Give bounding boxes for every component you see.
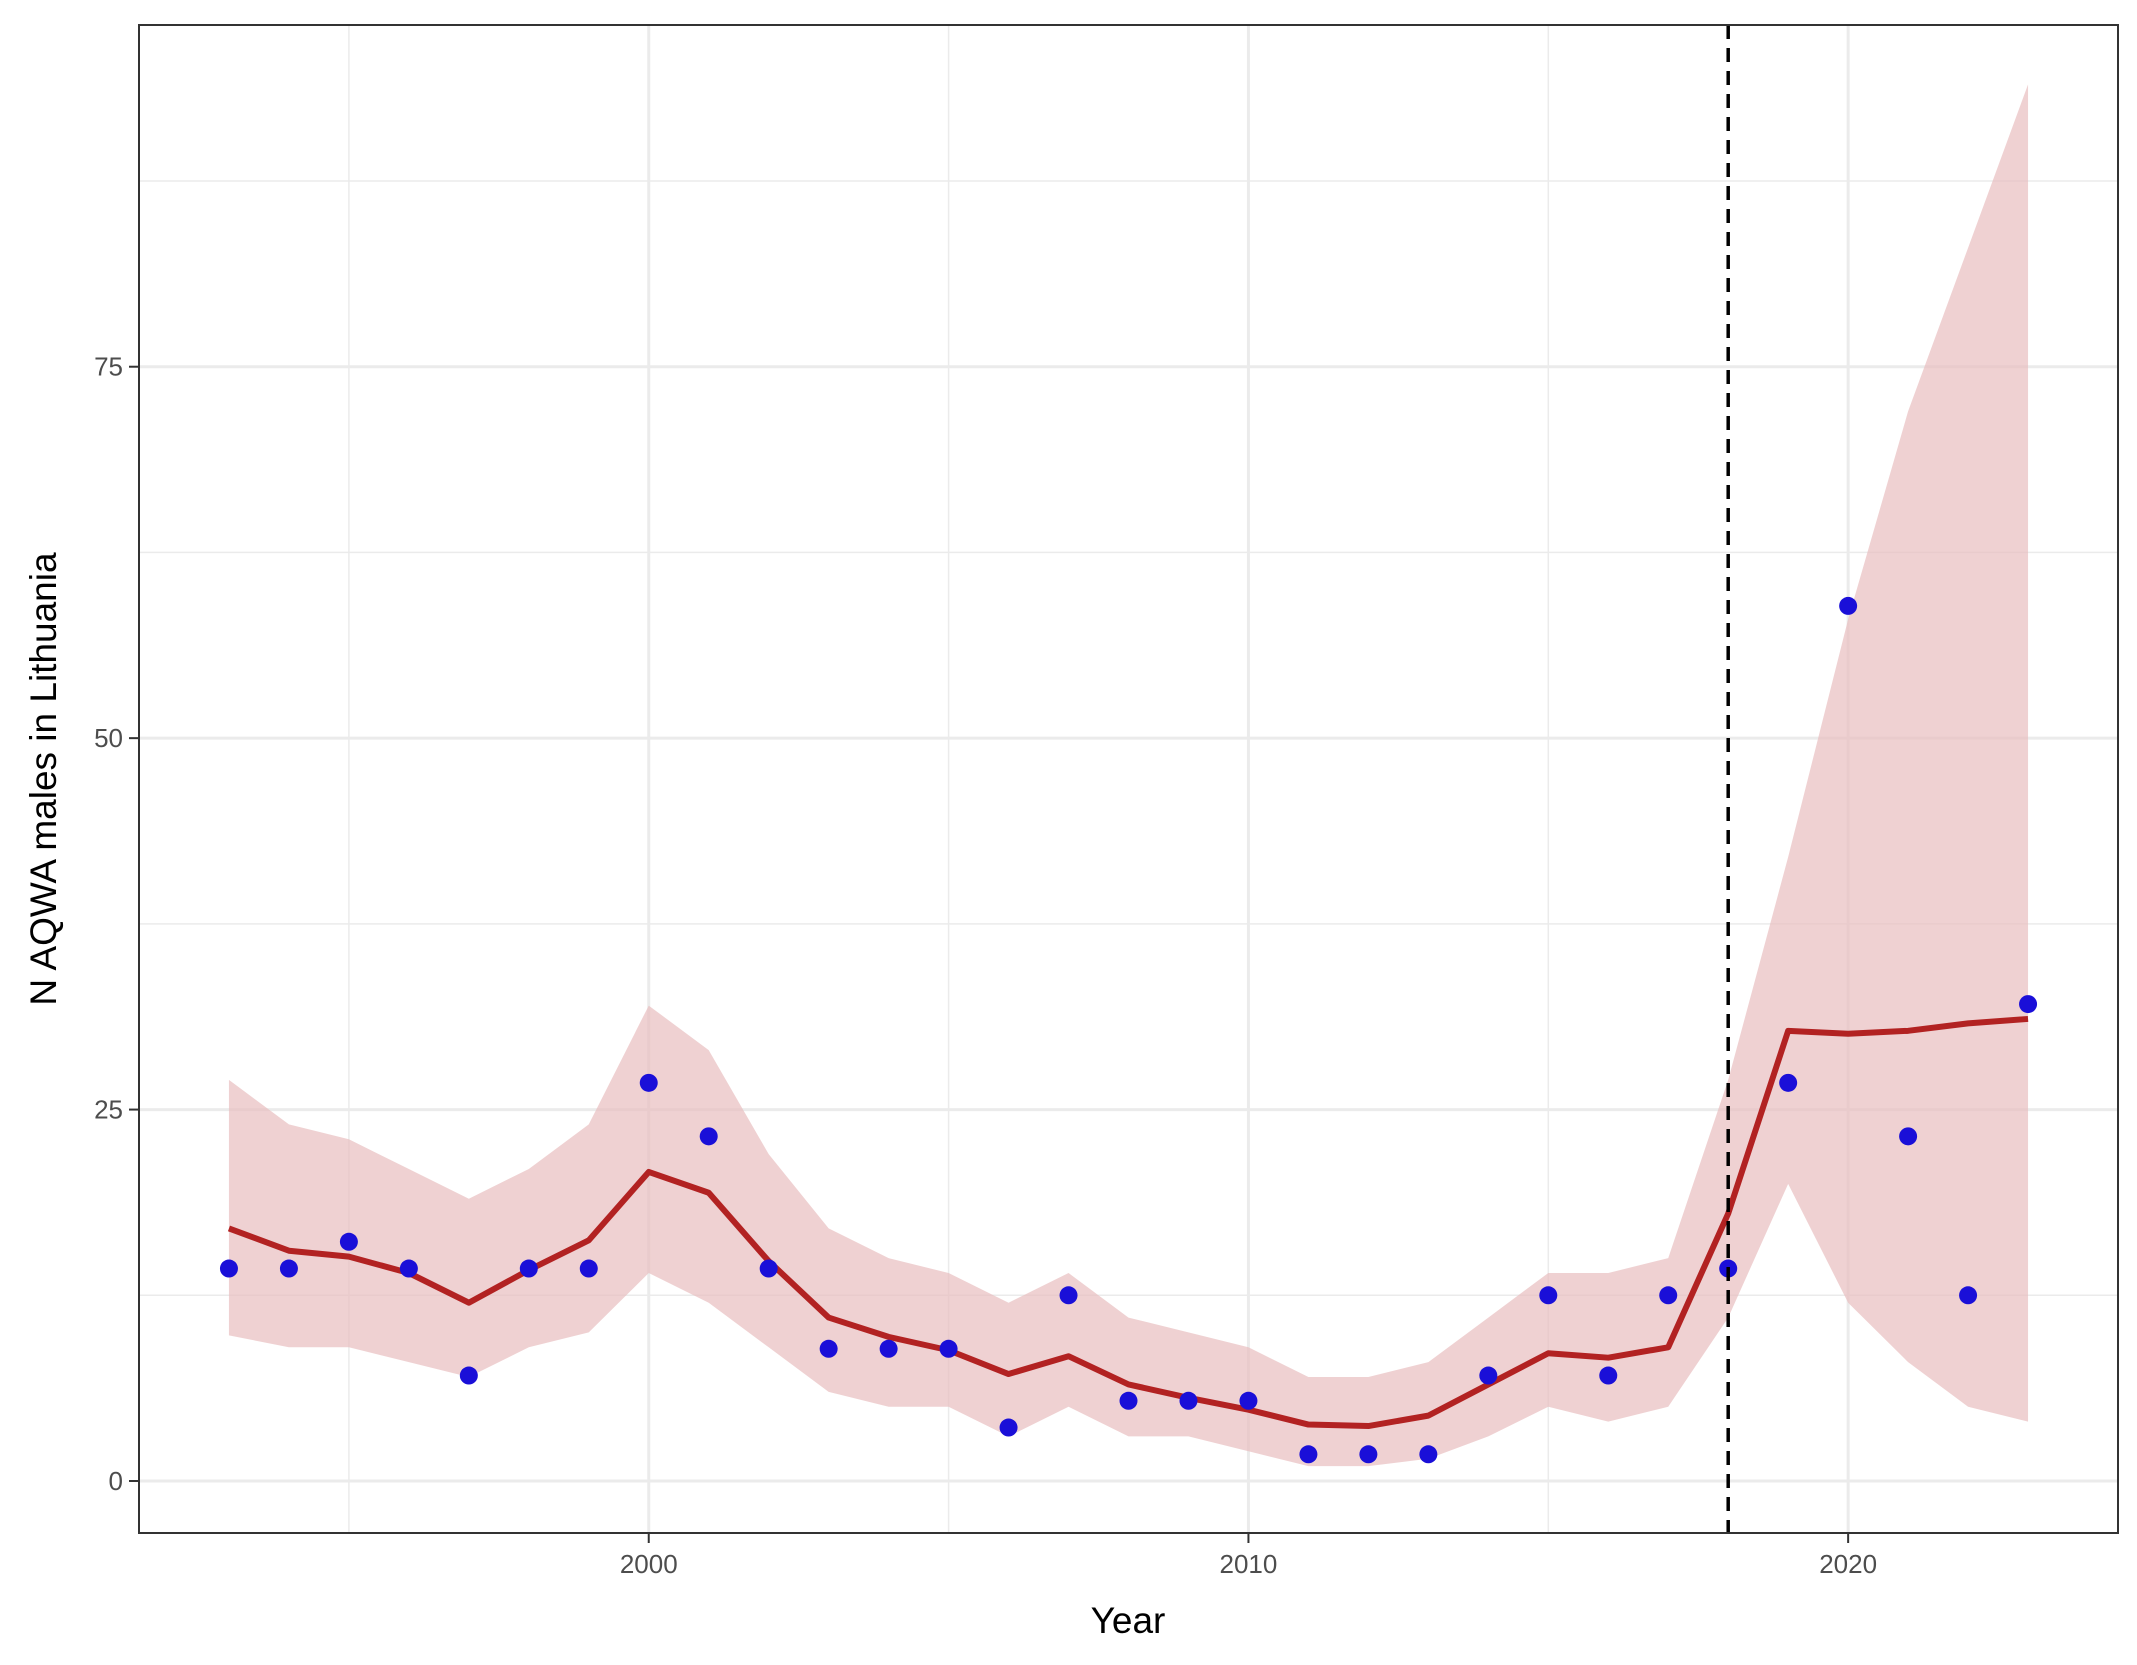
data-point: [279, 1259, 298, 1278]
x-tick-label: 2020: [1819, 1549, 1877, 1579]
y-tick-label: 75: [94, 352, 123, 382]
data-point: [339, 1232, 358, 1251]
data-point: [1179, 1391, 1198, 1410]
data-point: [1959, 1286, 1978, 1305]
y-tick-label: 25: [94, 1095, 123, 1125]
x-tick-label: 2000: [620, 1549, 678, 1579]
data-point: [999, 1418, 1018, 1437]
data-point: [1359, 1445, 1378, 1464]
data-point: [399, 1259, 418, 1278]
data-point: [1059, 1286, 1078, 1305]
data-point: [819, 1339, 838, 1358]
x-tick-label: 2010: [1220, 1549, 1278, 1579]
data-point: [639, 1073, 658, 1092]
x-axis-title: Year: [1091, 1600, 1166, 1641]
y-tick-label: 0: [109, 1466, 123, 1496]
data-point: [2019, 995, 2038, 1014]
data-point: [1659, 1286, 1678, 1305]
data-point: [579, 1259, 598, 1278]
data-point: [939, 1339, 958, 1358]
data-point: [1779, 1073, 1798, 1092]
y-axis-title: N AQWA males in Lithuania: [23, 552, 64, 1006]
y-tick-label: 50: [94, 723, 123, 753]
data-point: [219, 1259, 238, 1278]
data-point: [1119, 1391, 1138, 1410]
data-point: [1299, 1445, 1318, 1464]
data-point: [1419, 1445, 1438, 1464]
data-point: [519, 1259, 538, 1278]
confidence-ribbon: [228, 84, 2029, 1467]
confidence-ribbon-layer: [228, 84, 2029, 1467]
data-point: [1599, 1366, 1618, 1385]
data-point: [1899, 1127, 1918, 1146]
data-point: [879, 1339, 898, 1358]
data-point: [1839, 596, 1858, 615]
data-point: [1539, 1286, 1558, 1305]
data-point: [699, 1127, 718, 1146]
data-point: [1239, 1391, 1258, 1410]
axes: 0 25 50 75 2000 2010 2020: [94, 352, 1877, 1579]
data-point: [459, 1366, 478, 1385]
data-point: [1479, 1366, 1498, 1385]
panel-border: [138, 24, 2119, 1534]
data-point: [759, 1259, 778, 1278]
